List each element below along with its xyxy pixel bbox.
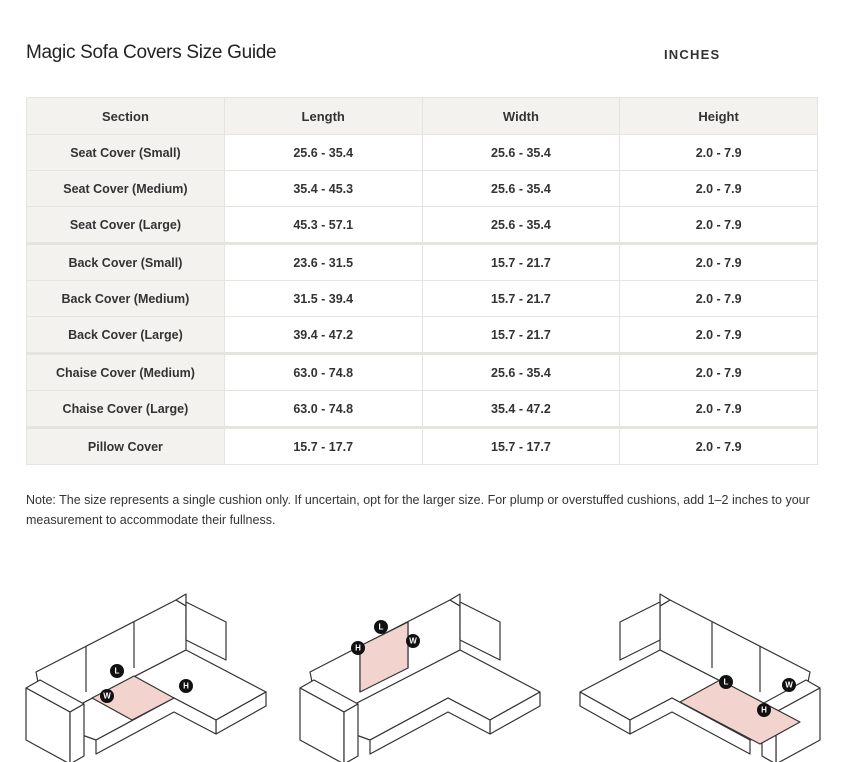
column-header: Width	[421, 97, 621, 135]
badge	[782, 678, 796, 692]
badge	[179, 679, 193, 693]
row-label: Seat Cover (Large)	[26, 206, 225, 244]
cell: 2.0 - 7.9	[619, 280, 818, 317]
cell: 35.4 - 45.3	[223, 170, 423, 207]
cell: 35.4 - 47.2	[421, 390, 621, 428]
cell: 2.0 - 7.9	[619, 134, 818, 171]
column-header: Length	[223, 97, 423, 135]
cell: 2.0 - 7.9	[619, 206, 818, 244]
row-label: Back Cover (Small)	[26, 242, 225, 281]
badge-label: W	[785, 681, 793, 690]
note: Note: The size represents a single cushi…	[26, 493, 810, 527]
cell: 25.6 - 35.4	[223, 134, 423, 171]
table-row: Back Cover (Medium) 31.5 - 39.4 15.7 - 21.…	[26, 280, 818, 317]
title: Magic Sofa Covers Size Guide	[26, 42, 277, 63]
cell: 2.0 - 7.9	[619, 170, 818, 207]
cell: 15.7 - 21.7	[421, 316, 621, 354]
sofa-seat	[25, 593, 267, 762]
row-label: Back Cover (Large)	[26, 316, 225, 354]
badge	[100, 689, 114, 703]
badge	[757, 703, 771, 717]
table-row: Back Cover (Large) 39.4 - 47.2 15.7 - 21.7…	[26, 316, 818, 354]
badge-label: H	[183, 682, 189, 691]
badge	[351, 641, 365, 655]
cell: 15.7 - 17.7	[421, 426, 621, 465]
cell: 15.7 - 17.7	[223, 426, 423, 465]
cell: 2.0 - 7.9	[619, 352, 818, 391]
cell: 25.6 - 35.4	[421, 352, 621, 391]
size-table: Section Length Width Height Seat Cover (Smal…	[26, 97, 818, 465]
badge-label: H	[355, 644, 361, 653]
badge	[406, 634, 420, 648]
cell: 15.7 - 21.7	[421, 280, 621, 317]
badge-label: W	[409, 637, 417, 646]
cell: 2.0 - 7.9	[619, 316, 818, 354]
cell: 39.4 - 47.2	[223, 316, 423, 354]
cell: 63.0 - 74.8	[223, 352, 423, 391]
badge-label: W	[103, 692, 111, 701]
badge-label: L	[379, 623, 384, 632]
badge-label: L	[115, 667, 120, 676]
table-row: Seat Cover (Small) 25.6 - 35.4 25.6 - 35.4…	[26, 134, 818, 171]
badge	[374, 620, 388, 634]
column-header: Height	[619, 97, 818, 135]
badge-label: H	[761, 706, 767, 715]
badge	[110, 664, 124, 678]
cell: 45.3 - 57.1	[223, 206, 423, 244]
table-row: Seat Cover (Medium) 35.4 - 45.3 25.6 - 35.…	[26, 170, 818, 207]
cell: 25.6 - 35.4	[421, 170, 621, 207]
row-label: Back Cover (Medium)	[26, 280, 225, 317]
row-label: Chaise Cover (Medium)	[26, 352, 225, 391]
row-label: Seat Cover (Medium)	[26, 170, 225, 207]
cell: 31.5 - 39.4	[223, 280, 423, 317]
table-row: Pillow Cover 15.7 - 17.7 15.7 - 17.7 2.0 - …	[26, 426, 818, 465]
cell: 25.6 - 35.4	[421, 206, 621, 244]
table-row: Seat Cover (Large) 45.3 - 57.1 25.6 - 35.4…	[26, 206, 818, 244]
badge-label: L	[724, 678, 729, 687]
row-label: Pillow Cover	[26, 426, 225, 465]
cell: 2.0 - 7.9	[619, 242, 818, 281]
table-row: Back Cover (Small) 23.6 - 31.5 15.7 - 21.7…	[26, 242, 818, 281]
column-header: Section	[26, 97, 225, 135]
sofa-back	[299, 593, 541, 762]
cell: 23.6 - 31.5	[223, 242, 423, 281]
row-label: Chaise Cover (Large)	[26, 390, 225, 428]
cell: 15.7 - 21.7	[421, 242, 621, 281]
table-row: Chaise Cover (Medium) 63.0 - 74.8 25.6 - 3…	[26, 352, 818, 391]
cell: 25.6 - 35.4	[421, 134, 621, 171]
badge	[719, 675, 733, 689]
cell: 2.0 - 7.9	[619, 390, 818, 428]
cell: 63.0 - 74.8	[223, 390, 423, 428]
illustrations: L W H L W H L W H	[25, 593, 821, 762]
unit-label: INCHES	[664, 47, 721, 62]
sofa-chaise	[579, 593, 821, 762]
table-row: Chaise Cover (Large) 63.0 - 74.8 35.4 - 47…	[26, 390, 818, 428]
row-label: Seat Cover (Small)	[26, 134, 225, 171]
cell: 2.0 - 7.9	[619, 426, 818, 465]
